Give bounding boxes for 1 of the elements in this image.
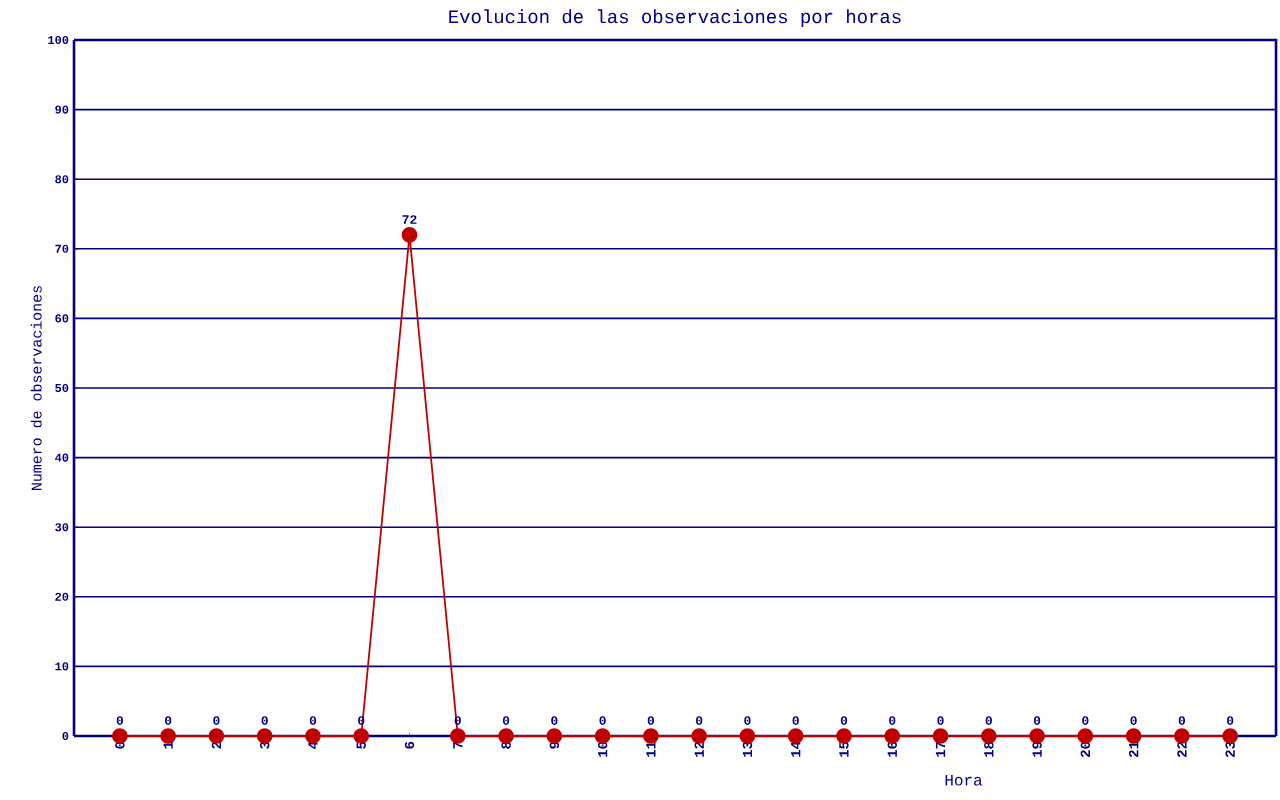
chart-title: Evolucion de las observaciones por horas: [449, 9, 901, 27]
